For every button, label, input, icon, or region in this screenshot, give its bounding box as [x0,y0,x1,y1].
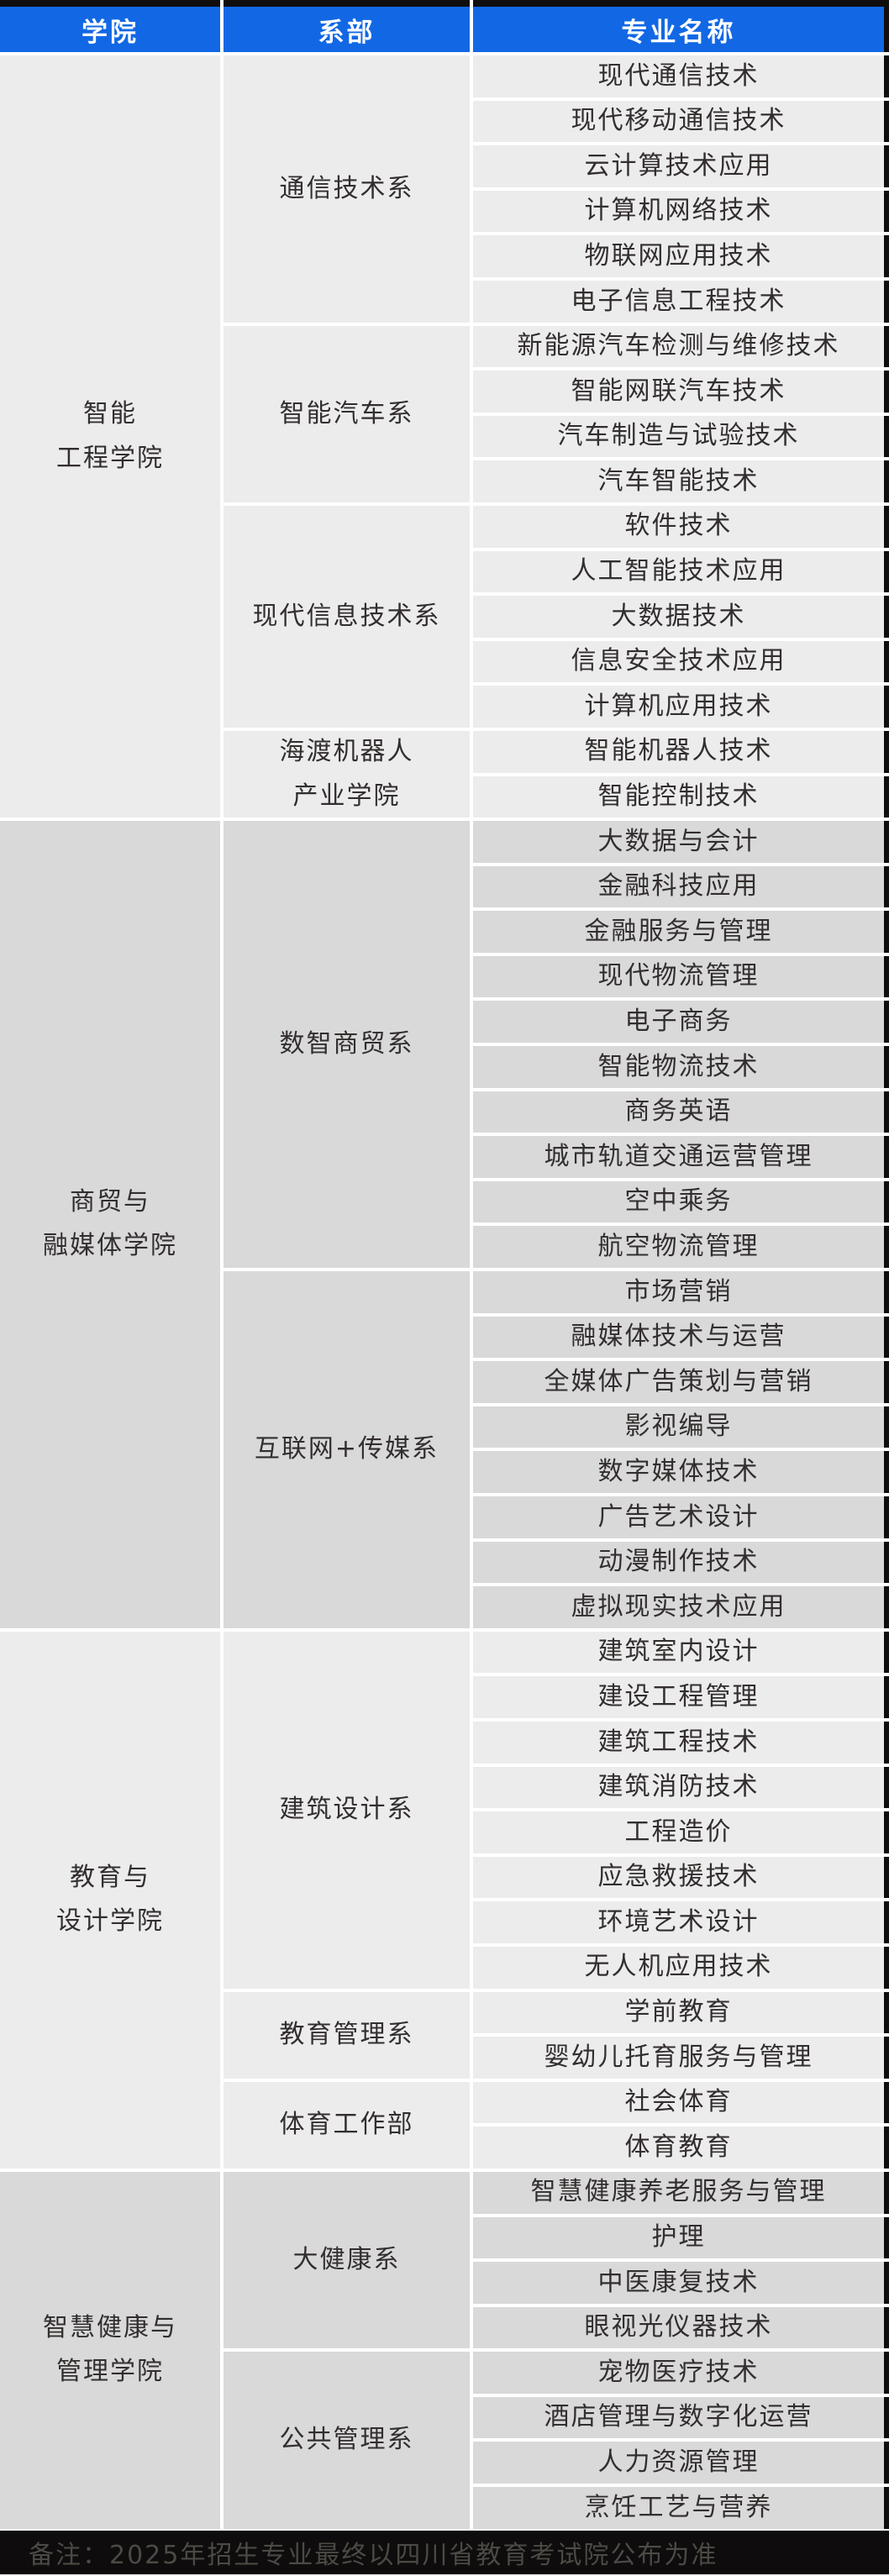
major-cell: 酒店管理与数字化运营 [473,2396,889,2439]
major-cell: 应急救援技术 [473,1856,889,1899]
department-cell: 公共管理系 [224,2352,470,2529]
top-edge-bar [0,0,889,7]
footer-note-text: 备注：2025年招生专业最终以四川省教育考试院公布为准 [29,2540,718,2570]
department-cell: 大健康系 [224,2171,470,2349]
major-cell: 现代物流管理 [473,955,889,998]
major-cell: 宠物医疗技术 [473,2352,889,2394]
major-cell: 环境艺术设计 [473,1901,889,1943]
college-section-1: 商贸与 融媒体学院 数智商贸系 大数据与会计 金融科技应用 金融服务与管理 现代物流管理电… [0,821,889,1628]
top-edge-bar-segment [0,0,220,7]
major-cell: 电子商务 [473,1001,889,1044]
department-cell: 体育工作部 [224,2081,470,2169]
table-body: 智能 工程学院 通信技术系 现代通信技术 现代移动通信技术 云计算技术应用 计算机网络技术… [0,55,889,2529]
major-cell: 空中乘务 [473,1180,889,1223]
major-cell: 虚拟现实技术应用 [473,1586,889,1628]
college-section-0: 智能 工程学院 通信技术系 现代通信技术 现代移动通信技术 云计算技术应用 计算机网络技术… [0,55,889,818]
major-cell: 计算机网络技术 [473,190,889,233]
major-cell: 中医康复技术 [473,2262,889,2304]
department-cell: 智能汽车系 [224,325,470,502]
major-cell: 体育教育 [473,2127,889,2169]
major-cell: 信息安全技术应用 [473,640,889,683]
top-edge-bar-segment [473,0,889,7]
department-cell: 数智商贸系 [224,821,470,1269]
college-cell: 智能 工程学院 [0,55,220,818]
major-cell: 软件技术 [473,505,889,548]
major-cell: 金融服务与管理 [473,911,889,953]
major-cell: 智能控制技术 [473,775,889,818]
major-cell: 现代通信技术 [473,55,889,97]
header-major-name: 专业名称 [473,7,889,52]
department-cell: 建筑设计系 [224,1631,470,1989]
top-edge-bar-segment [224,0,470,7]
major-cell: 智慧健康养老服务与管理 [473,2171,889,2214]
header-department: 系部 [224,7,470,52]
major-cell: 大数据技术 [473,596,889,638]
major-cell: 人工智能技术应用 [473,550,889,593]
major-cell: 婴幼儿托育服务与管理 [473,2037,889,2079]
major-cell: 航空物流管理 [473,1226,889,1269]
major-cell: 市场营销 [473,1271,889,1313]
table-header-row: 学院 系部 专业名称 [0,7,889,52]
college-cell: 商贸与 融媒体学院 [0,821,220,1628]
major-cell: 智能网联汽车技术 [473,371,889,413]
major-cell: 汽车制造与试验技术 [473,415,889,458]
major-cell: 计算机应用技术 [473,686,889,728]
college-section-2: 教育与 设计学院 建筑设计系 建筑室内设计 建设工程管理 建筑工程技术 建筑消防技术 工程造… [0,1631,889,2169]
major-cell: 商务英语 [473,1091,889,1133]
major-cell: 汽车智能技术 [473,460,889,502]
major-cell: 智能物流技术 [473,1046,889,1088]
major-cell: 大数据与会计 [473,821,889,863]
major-cell: 护理 [473,2216,889,2259]
major-cell: 新能源汽车检测与维修技术 [473,325,889,368]
major-cell: 建筑消防技术 [473,1766,889,1809]
major-cell: 建筑室内设计 [473,1631,889,1674]
major-cell: 无人机应用技术 [473,1946,889,1989]
department-cell: 教育管理系 [224,1991,470,2079]
department-cell: 互联网+传媒系 [224,1271,470,1628]
major-cell: 物联网应用技术 [473,235,889,277]
major-cell: 全媒体广告策划与营销 [473,1361,889,1403]
department-cell: 现代信息技术系 [224,505,470,728]
major-cell: 智能机器人技术 [473,730,889,773]
major-cell: 社会体育 [473,2081,889,2124]
major-cell: 云计算技术应用 [473,145,889,187]
major-cell: 城市轨道交通运营管理 [473,1136,889,1178]
major-cell: 工程造价 [473,1811,889,1853]
header-college: 学院 [0,7,220,52]
college-section-3: 智慧健康与 管理学院 大健康系 智慧健康养老服务与管理 护理 中医康复技术 眼视光仪器技术… [0,2171,889,2529]
major-cell: 人力资源管理 [473,2442,889,2484]
major-cell: 眼视光仪器技术 [473,2306,889,2349]
footer-note-bar: 备注：2025年招生专业最终以四川省教育考试院公布为准 [0,2530,889,2574]
major-cell: 烹饪工艺与营养 [473,2487,889,2529]
college-cell: 教育与 设计学院 [0,1631,220,2169]
major-cell: 建筑工程技术 [473,1721,889,1764]
department-cell: 通信技术系 [224,55,470,323]
major-cell: 建设工程管理 [473,1676,889,1718]
major-cell: 数字媒体技术 [473,1451,889,1493]
major-cell: 现代移动通信技术 [473,100,889,143]
major-cell: 广告艺术设计 [473,1496,889,1538]
major-cell: 学前教育 [473,1991,889,2034]
major-cell: 电子信息工程技术 [473,280,889,323]
major-cell: 融媒体技术与运营 [473,1316,889,1359]
department-cell: 海渡机器人 产业学院 [224,730,470,818]
major-cell: 金融科技应用 [473,865,889,908]
major-cell: 动漫制作技术 [473,1541,889,1584]
major-cell: 影视编导 [473,1406,889,1448]
college-cell: 智慧健康与 管理学院 [0,2171,220,2529]
